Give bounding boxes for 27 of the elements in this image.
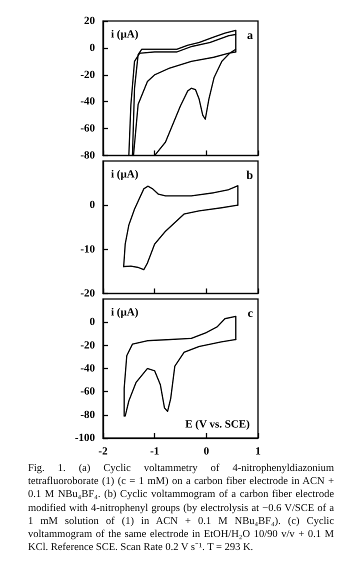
y-tick-label: -60 xyxy=(80,122,96,135)
caption: Fig. 1. (a) Cyclic voltammetry of 4-nitrophenyldiazonium tetrafluoroborate (1) (c = 1 mM) on a carbon fiber electrode in ACN + 0.1 M NBu₄BF₄. (b) Cyclic voltammogram of a carbon fiber electrode modified with 4-nitrophenyl groups (by electrolysis at −0.6 V/SCE of a 1 mM solution of (1) in ACN + 0.1 M NBu₄BF₄). (c) Cyclic voltammogram of the same electrode in EtOH/H₂O 10/90 v/v + 0.1 M KCl. Reference SCE. Scan Rate 0.2 V s⁻¹. T = 293 K. xyxy=(28,462,334,554)
y-tick-label: -60 xyxy=(80,386,96,398)
text: a xyxy=(247,28,253,42)
y-tick-label: -80 xyxy=(80,150,96,162)
x-tick-label: -1 xyxy=(150,446,160,458)
x-tick-label: 0 xyxy=(204,446,210,458)
y-tick-label: -10 xyxy=(80,243,96,256)
y-tick-label: 0 xyxy=(90,42,96,54)
y-tick-label: -40 xyxy=(80,96,96,108)
text: b xyxy=(246,168,254,182)
x-tick-label: -2 xyxy=(98,446,108,458)
y-tick-label: 20 xyxy=(84,15,96,27)
y-tick-label: 0 xyxy=(90,316,96,328)
y-tick-label: -100 xyxy=(74,432,96,444)
y-tick-label: 0 xyxy=(90,199,96,212)
y-tick-label: -20 xyxy=(80,339,96,352)
text: c xyxy=(248,306,254,320)
y-axis-title: i (µA) xyxy=(111,306,139,318)
y-tick-label: -20 xyxy=(80,288,96,300)
y-tick-label: -80 xyxy=(80,408,96,421)
y-axis-title: i (µA) xyxy=(111,28,139,40)
y-tick-label: -40 xyxy=(80,362,96,374)
y-tick-label: -20 xyxy=(80,68,96,81)
x-tick-label: 1 xyxy=(255,446,261,458)
x-axis-title: E (V vs. SCE) xyxy=(185,418,250,430)
y-axis-title: i (µA) xyxy=(111,168,139,180)
